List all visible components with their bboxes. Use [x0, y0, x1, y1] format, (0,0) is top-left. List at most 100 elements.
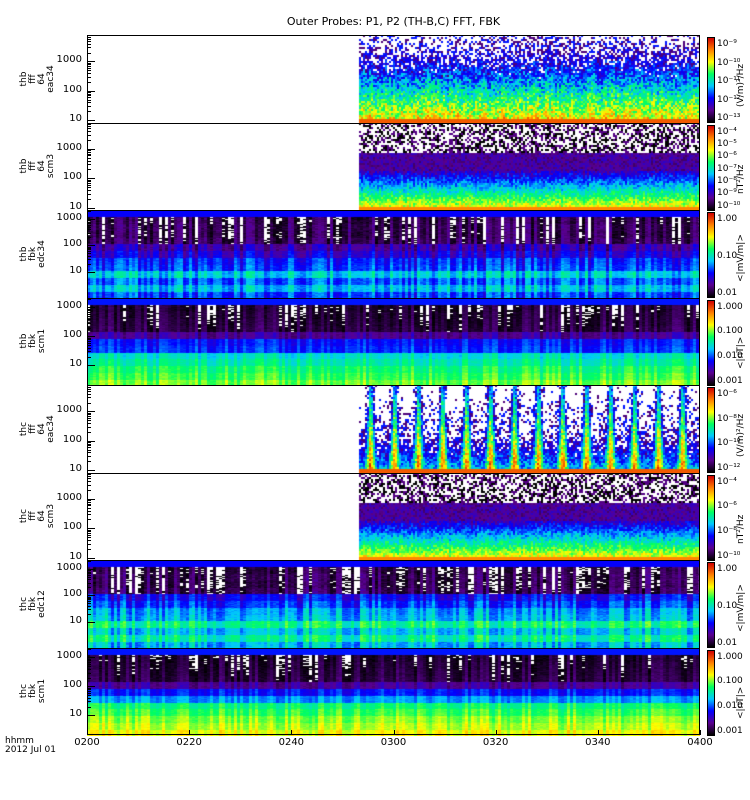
- panel-divider: [87, 385, 700, 386]
- y-minor-tick: [87, 561, 91, 563]
- y-minor-tick: [87, 47, 91, 49]
- y-minor-tick: [87, 402, 91, 404]
- colorbar: [707, 299, 715, 386]
- colorbar-tick-label: 10⁻¹⁰: [717, 550, 741, 561]
- y-minor-tick: [87, 658, 91, 660]
- y-tick-label: 1000: [56, 212, 82, 223]
- y-minor-tick: [87, 340, 91, 342]
- y-minor-tick: [87, 43, 91, 45]
- x-tick-mark: [87, 730, 88, 735]
- x-tick-label: 0220: [176, 737, 202, 748]
- y-minor-tick: [87, 140, 91, 142]
- y-minor-tick: [87, 412, 91, 414]
- x-axis-label-units: hhmm: [5, 736, 34, 746]
- y-minor-tick: [87, 687, 91, 689]
- x-tick-mark: [291, 730, 293, 735]
- panel-divider: [87, 210, 700, 211]
- colorbar-tick-label: 1.00: [717, 564, 738, 574]
- colorbar-tick-label: 10⁻⁸: [717, 175, 737, 186]
- y-minor-tick: [87, 95, 91, 97]
- x-tick-label: 0340: [585, 737, 611, 748]
- spectrogram-image: [87, 35, 700, 123]
- spectrogram-panel: [87, 122, 700, 211]
- y-minor-tick: [87, 660, 91, 662]
- y-minor-tick: [87, 356, 91, 358]
- y-minor-tick: [87, 189, 91, 191]
- colorbar-unit-label: <|nT|>: [736, 686, 746, 720]
- y-minor-tick: [87, 501, 91, 503]
- y-tick-mark: [87, 365, 95, 367]
- y-minor-tick: [87, 181, 91, 183]
- y-tick-mark: [87, 470, 95, 472]
- y-tick-mark: [87, 178, 95, 180]
- colorbar-tick-label: 0.100: [717, 326, 743, 337]
- y-minor-tick: [87, 151, 91, 153]
- colorbar: [707, 124, 715, 211]
- colorbar-tick-label: 1.000: [717, 301, 743, 312]
- colorbar: [707, 474, 715, 561]
- y-minor-tick: [87, 155, 91, 157]
- y-minor-tick: [87, 601, 91, 603]
- y-minor-tick: [87, 534, 91, 536]
- spectrogram-panel: [87, 647, 700, 736]
- y-minor-tick: [87, 187, 91, 189]
- y-minor-tick: [87, 164, 91, 166]
- y-minor-tick: [87, 532, 91, 534]
- colorbar: [707, 649, 715, 736]
- y-tick-label: 1000: [56, 650, 82, 662]
- y-minor-tick: [87, 223, 91, 225]
- y-tick-mark: [87, 271, 95, 273]
- y-minor-tick: [87, 226, 91, 228]
- y-minor-tick: [87, 570, 91, 572]
- y-minor-tick: [87, 505, 91, 507]
- y-minor-tick: [87, 255, 91, 257]
- y-minor-tick: [87, 677, 91, 679]
- y-tick-label: 100: [62, 588, 82, 600]
- x-tick-label: 0300: [380, 737, 407, 748]
- y-minor-tick: [87, 474, 91, 476]
- y-minor-tick: [87, 184, 91, 186]
- y-minor-tick: [87, 70, 91, 72]
- y-minor-tick: [87, 224, 91, 226]
- x-tick-label: 0200: [74, 737, 100, 748]
- colorbar-unit-label: (V/m)²/Hz: [736, 413, 746, 457]
- y-minor-tick: [87, 431, 91, 433]
- x-tick-mark: [189, 730, 191, 735]
- y-minor-tick: [87, 322, 91, 324]
- spectrogram-image: [87, 560, 700, 648]
- y-minor-tick: [87, 426, 91, 428]
- panel-label: thc fbk scm1: [19, 671, 60, 711]
- chart-title: Outer Probes: P1, P2 (TH-B,C) FFT, FBK: [286, 15, 501, 28]
- colorbar-tick-label: 0.10: [717, 251, 738, 261]
- y-tick-label: 10: [69, 358, 82, 370]
- y-tick-label: 10: [69, 264, 82, 276]
- y-minor-tick: [87, 417, 91, 419]
- colorbar-tick-label: 10⁻⁸: [717, 525, 737, 536]
- y-minor-tick: [87, 385, 91, 386]
- y-tick-mark: [87, 307, 95, 309]
- y-minor-tick: [87, 36, 91, 38]
- y-minor-tick: [87, 689, 91, 691]
- y-tick-label: 100: [62, 83, 82, 95]
- y-minor-tick: [87, 443, 91, 445]
- y-minor-tick: [87, 672, 91, 674]
- y-minor-tick: [87, 484, 91, 486]
- x-tick-mark: [700, 730, 701, 735]
- colorbar-tick-label: 10⁻¹³: [717, 113, 741, 123]
- y-minor-tick: [87, 537, 91, 539]
- y-minor-tick: [87, 106, 91, 108]
- y-tick-label: 1000: [56, 491, 82, 503]
- spectrogram-image: [87, 122, 700, 211]
- y-minor-tick: [87, 490, 91, 492]
- spectrogram-image: [87, 297, 700, 386]
- y-minor-tick: [87, 609, 91, 611]
- y-minor-tick: [87, 539, 91, 541]
- spectrogram-image: [87, 647, 700, 736]
- y-tick-mark: [87, 207, 95, 209]
- y-minor-tick: [87, 35, 91, 36]
- spectrogram-image: [87, 210, 700, 298]
- y-tick-label: 100: [62, 521, 82, 533]
- colorbar-tick-label: 10⁻⁶: [717, 151, 737, 162]
- x-tick-mark: [393, 730, 395, 735]
- y-minor-tick: [87, 668, 91, 670]
